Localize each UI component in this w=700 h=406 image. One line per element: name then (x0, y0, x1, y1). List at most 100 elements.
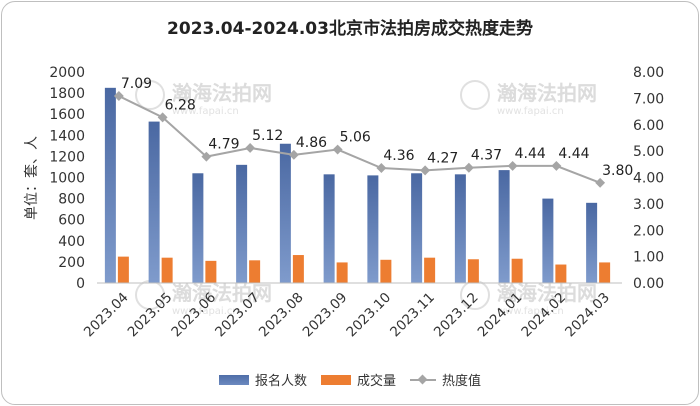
y-axis-label: 单位：套、人 (24, 136, 40, 220)
heat-data-label: 4.44 (515, 146, 546, 162)
bar-deals (599, 262, 611, 283)
x-tick-label: 2023.09 (300, 290, 351, 341)
watermark-logo-icon (135, 80, 165, 110)
legend-label-heat: 热度值 (442, 374, 482, 389)
x-tick-label: 2023.12 (431, 290, 482, 341)
heat-data-label: 4.86 (296, 135, 327, 151)
y-left-tick: 600 (58, 213, 85, 229)
bar-deals (380, 259, 392, 283)
heat-data-label: 4.37 (471, 148, 502, 164)
heat-marker (332, 144, 343, 155)
y-right-tick: 2.00 (633, 223, 664, 239)
heat-data-label: 4.36 (383, 148, 414, 164)
watermark-url: www.fapai.cn (172, 306, 239, 317)
watermark-text: 瀚海法拍网 (497, 281, 597, 305)
y-right-tick: 8.00 (633, 65, 664, 81)
bar-deals (249, 260, 261, 283)
x-tick-label: 2023.05 (125, 290, 176, 341)
bar-deals (205, 260, 217, 283)
bar-deals (511, 258, 523, 283)
heat-data-label: 6.28 (165, 97, 196, 113)
heat-marker (376, 163, 387, 173)
bar-signups (542, 198, 554, 283)
watermark-url: www.fapai.cn (497, 106, 564, 117)
bar-signups (236, 164, 248, 283)
y-right-tick: 4.00 (633, 171, 664, 187)
legend-label-deals: 成交量 (356, 374, 396, 389)
watermark-logo-icon (460, 80, 490, 110)
heat-marker (507, 160, 518, 171)
bar-deals (555, 264, 567, 283)
bar-signups (411, 173, 423, 283)
y-left-tick: 2000 (49, 65, 85, 81)
bar-signups (279, 143, 291, 283)
bar-signups (498, 170, 510, 283)
heat-line (118, 95, 601, 184)
heat-marker (113, 91, 124, 101)
y-right-tick: 7.00 (633, 91, 664, 107)
bars-layer (104, 87, 611, 284)
y-left-tick: 400 (58, 234, 85, 250)
watermark-text: 瀚海法拍网 (497, 81, 597, 105)
legend-item-signups: 报名人数 (218, 370, 307, 389)
legend: 报名人数 成交量 热度值 (0, 370, 700, 389)
y-right-tick: 5.00 (633, 144, 664, 160)
heat-marker (551, 160, 562, 171)
heat-marker (201, 151, 212, 162)
chart-title: 2023.04-2024.03北京市法拍房成交热度走势 (167, 19, 533, 39)
bar-deals (424, 257, 436, 283)
bar-signups (192, 173, 204, 283)
y-right-tick: 1.00 (633, 250, 664, 266)
bar-signups (323, 174, 335, 283)
y-right-tick: 3.00 (633, 197, 664, 213)
y-left-tick: 0 (76, 276, 85, 292)
heat-data-label: 3.80 (602, 163, 633, 179)
y-left-tick: 1000 (49, 171, 85, 187)
bar-deals (161, 257, 173, 283)
heat-data-label: 7.09 (121, 76, 152, 92)
watermark-url: www.fapai.cn (497, 306, 564, 317)
watermark-text: 瀚海法拍网 (172, 81, 272, 105)
y-left-tick: 1200 (49, 149, 85, 165)
heat-marker (157, 112, 168, 123)
heat-data-label: 4.27 (427, 150, 458, 166)
bar-signups (454, 174, 466, 283)
y-left-tick: 800 (58, 192, 85, 208)
y-left-tick: 200 (58, 255, 85, 271)
x-tick-label: 2023.04 (81, 290, 132, 341)
y-right-tick: 0.00 (633, 276, 664, 292)
legend-swatch-deals (320, 374, 351, 385)
bar-deals (336, 262, 348, 283)
x-tick-label: 2023.10 (343, 290, 394, 341)
heat-marker (420, 165, 431, 176)
legend-label-signups: 报名人数 (254, 374, 307, 389)
bar-signups (586, 202, 598, 283)
legend-item-heat: 热度值 (410, 370, 481, 389)
watermark-url: www.fapai.cn (172, 106, 239, 117)
heat-data-label: 5.12 (252, 128, 283, 144)
y-left-tick: 1800 (49, 86, 85, 102)
legend-item-deals: 成交量 (320, 370, 396, 389)
legend-swatch-signups (218, 374, 249, 385)
heat-marker (245, 143, 256, 153)
y-left-tick: 1400 (49, 128, 85, 144)
heat-data-label: 5.06 (340, 130, 371, 146)
y-right-tick: 6.00 (633, 118, 664, 134)
bar-deals (292, 255, 304, 283)
bar-signups (104, 87, 116, 283)
bar-signups (148, 121, 160, 284)
watermarks: 瀚海法拍网www.fapai.cn瀚海法拍网www.fapai.cn瀚海法拍网w… (135, 80, 597, 317)
watermark-text: 瀚海法拍网 (172, 281, 272, 305)
bar-deals (467, 259, 479, 283)
heat-marker (595, 177, 606, 188)
heat-data-label: 4.79 (208, 137, 239, 153)
heat-data-label: 4.44 (558, 146, 589, 162)
line-layer: 7.09 6.28 4.79 5.12 4.86 5.06 4.36 4.27 4.37 4.44… (113, 76, 633, 188)
heat-marker (288, 149, 299, 160)
x-tick-label: 2023.11 (387, 290, 438, 341)
legend-swatch-heat (410, 375, 436, 385)
bar-deals (117, 256, 129, 283)
bar-signups (367, 175, 379, 283)
